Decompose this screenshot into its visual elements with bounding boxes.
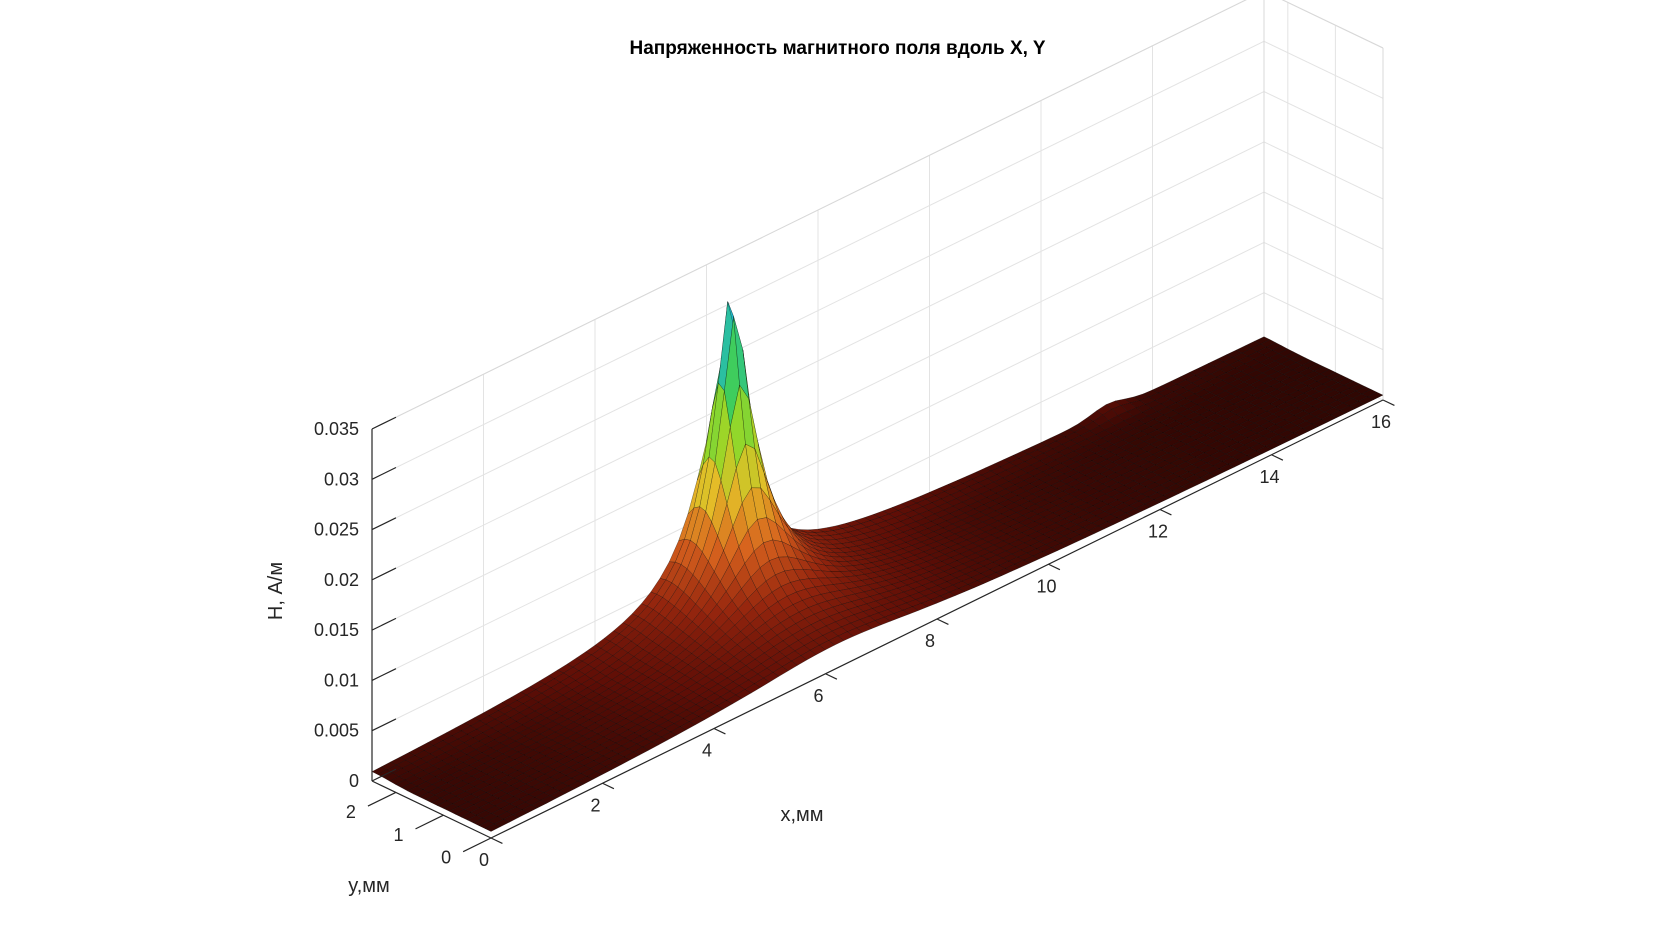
z-tick-mark [371,416,397,430]
x-axis-label: x,мм [780,804,823,826]
x-tick-mark [1048,563,1061,571]
x-tick-label: 12 [1148,522,1168,542]
y-tick-label: 0 [441,848,451,868]
back-wall-yz [1264,0,1383,400]
x-tick-label: 10 [1037,576,1057,596]
z-tick-label: 0.005 [314,721,359,741]
y-axis-line [371,780,492,839]
z-tick-mark [371,466,397,480]
z-axis-label: H, А/м [265,562,287,620]
z-tick-label: 0.025 [314,520,359,540]
y-axis-label: y,мм [348,875,390,897]
x-tick-mark [1382,399,1395,407]
x-tick-label: 8 [925,631,935,651]
z-tick-label: 0.015 [314,620,359,640]
x-tick-mark [936,618,949,626]
z-tick-mark [371,768,397,782]
z-axis-ticks: 0 0.005 0.01 0.015 0.02 0.025 0.03 0.035 [314,416,397,791]
x-tick-label: 4 [702,741,712,761]
z-tick-label: 0 [349,771,359,791]
y-tick-mark [415,814,444,830]
x-tick-mark [1159,508,1172,516]
x-tick-label: 6 [814,686,824,706]
x-tick-mark [602,782,615,790]
x-tick-label: 2 [591,795,601,815]
x-tick-label: 0 [479,850,489,870]
y-tick-mark [367,791,397,807]
z-tick-label: 0.01 [324,670,359,690]
z-tick-mark [371,567,397,581]
z-tick-mark [371,517,397,531]
z-tick-mark [371,617,397,631]
x-tick-label: 14 [1260,467,1280,487]
z-tick-label: 0.035 [314,419,359,439]
chart-title: Напряженность магнитного поля вдоль X, Y [629,38,1046,59]
x-tick-mark [490,837,503,845]
y-tick-label: 1 [393,825,403,845]
z-tick-label: 0.02 [324,570,359,590]
x-axis-ticks: 0 2 4 6 8 10 12 14 16 [479,399,1395,870]
x-tick-mark [1271,454,1284,461]
x-tick-mark [713,727,726,735]
x-tick-mark [825,673,838,680]
y-tick-label: 2 [346,802,356,822]
y-axis-ticks: 0 1 2 [346,791,492,868]
z-tick-mark [371,668,397,681]
surface-face [1367,392,1384,400]
y-tick-mark [462,837,492,853]
box-top-edge [371,0,1384,430]
z-tick-label: 0.03 [324,469,359,489]
z-tick-mark [371,718,397,732]
surface-mesh [371,301,1384,832]
x-tick-label: 16 [1371,412,1391,432]
